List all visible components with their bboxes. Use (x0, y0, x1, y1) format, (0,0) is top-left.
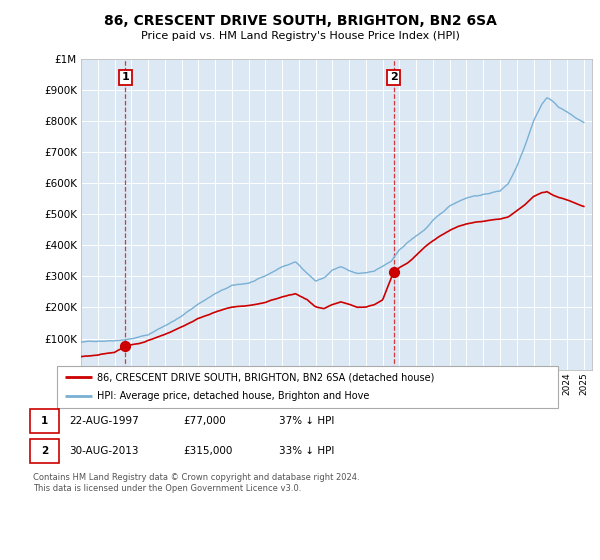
Text: Contains HM Land Registry data © Crown copyright and database right 2024.
This d: Contains HM Land Registry data © Crown c… (33, 473, 359, 493)
Text: 30-AUG-2013: 30-AUG-2013 (69, 446, 139, 456)
Text: 86, CRESCENT DRIVE SOUTH, BRIGHTON, BN2 6SA: 86, CRESCENT DRIVE SOUTH, BRIGHTON, BN2 … (104, 14, 496, 28)
Text: 86, CRESCENT DRIVE SOUTH, BRIGHTON, BN2 6SA (detached house): 86, CRESCENT DRIVE SOUTH, BRIGHTON, BN2 … (97, 372, 434, 382)
Text: 33% ↓ HPI: 33% ↓ HPI (279, 446, 334, 456)
Text: 37% ↓ HPI: 37% ↓ HPI (279, 416, 334, 426)
Text: 1: 1 (41, 416, 48, 426)
Text: 2: 2 (41, 446, 48, 456)
Text: HPI: Average price, detached house, Brighton and Hove: HPI: Average price, detached house, Brig… (97, 391, 370, 402)
Text: £315,000: £315,000 (183, 446, 232, 456)
Point (389, 267, 398, 276)
Point (121, 341, 130, 350)
Text: £77,000: £77,000 (183, 416, 226, 426)
Text: 2: 2 (390, 72, 398, 82)
Text: 22-AUG-1997: 22-AUG-1997 (69, 416, 139, 426)
Text: Price paid vs. HM Land Registry's House Price Index (HPI): Price paid vs. HM Land Registry's House … (140, 31, 460, 41)
FancyBboxPatch shape (57, 366, 558, 408)
Text: 1: 1 (122, 72, 129, 82)
